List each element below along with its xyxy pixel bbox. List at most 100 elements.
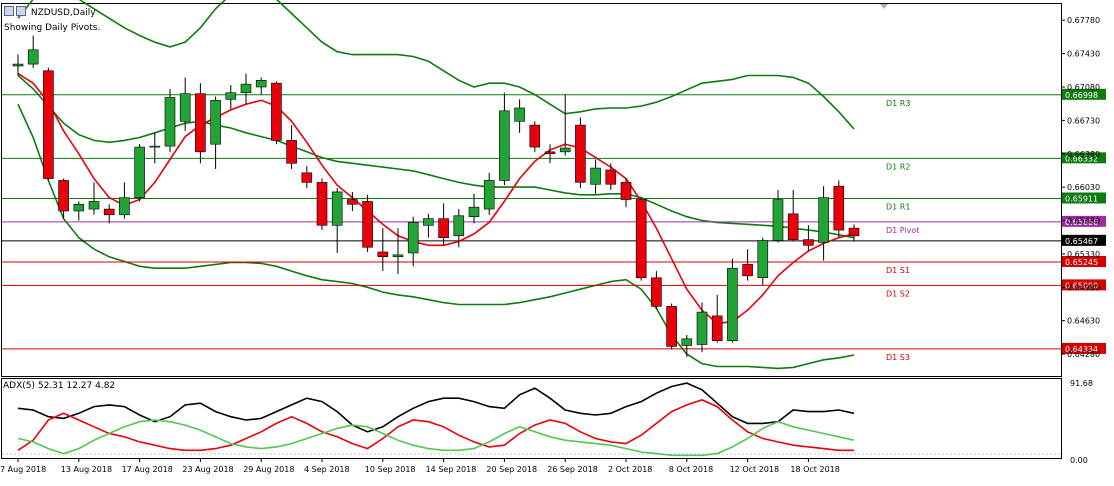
candle-body (514, 107, 525, 122)
price-tag-r2 (1062, 152, 1106, 164)
candle-body (681, 338, 693, 346)
candle-body (195, 93, 206, 153)
x-tick-label: 2 Oct 2018 (608, 465, 652, 474)
candle-body (88, 201, 100, 210)
candle-body (727, 267, 738, 342)
adx-series-plus-di (17, 399, 854, 452)
current-price-tag (1062, 234, 1106, 246)
price-tag-r3 (1062, 88, 1106, 100)
pivot-label-r2: D1 R2 (886, 162, 910, 171)
candle-body (605, 169, 617, 185)
adx-series-minus-di (17, 419, 855, 457)
y-tick-label: 0.67080 (1067, 83, 1100, 92)
candle-body (590, 167, 601, 185)
chart-title: NZDUSD,Daily (4, 6, 96, 18)
price-tag-text-r1: 0.65911 (1065, 194, 1098, 203)
candle-body (316, 182, 328, 226)
y-tick-label: 0.67430 (1067, 50, 1100, 59)
x-tick-label: 26 Sep 2018 (547, 465, 598, 474)
main-plot-frame (1, 3, 1062, 377)
y-tick-label: 0.64280 (1067, 350, 1100, 359)
x-tick-label: 12 Oct 2018 (730, 465, 779, 474)
candle-body (392, 254, 404, 258)
price-tag-text-s3: 0.64334 (1065, 345, 1098, 354)
candle-body (210, 100, 221, 145)
x-tick-label: 14 Sep 2018 (426, 465, 477, 474)
y-tick-label: 0.64980 (1067, 283, 1100, 292)
candle-body (787, 213, 799, 240)
candle-body (833, 185, 845, 231)
candle-body (453, 215, 465, 237)
x-tick-label: 7 Aug 2018 (0, 465, 46, 474)
candle-body (757, 240, 769, 279)
candle-body (559, 147, 571, 153)
y-tick-label: 0.65330 (1067, 250, 1100, 259)
x-tick-label: 20 Sep 2018 (486, 465, 537, 474)
price-tag-text-pivot: 0.65666 (1065, 218, 1098, 227)
candle-body (271, 82, 282, 141)
adx-y-tick-label: 91.68 (1070, 379, 1093, 388)
candle-body (179, 93, 191, 122)
y-tick-label: 0.67780 (1067, 16, 1100, 25)
y-tick-label: 0.64630 (1067, 317, 1100, 326)
candle-body (377, 251, 389, 258)
pivot-label-s2: D1 S2 (886, 289, 910, 298)
adx-indicator-label: ADX(5) 52.31 12.27 4.82 (3, 381, 116, 391)
chart-bars-icon (16, 6, 26, 16)
x-tick-label: 13 Aug 2018 (61, 465, 112, 474)
candle-body (331, 191, 343, 226)
candle-body (803, 239, 814, 246)
candle-body (575, 124, 586, 183)
price-tag-s3 (1062, 342, 1106, 354)
candle-body (620, 182, 632, 200)
candle-body (742, 264, 753, 277)
pivot-label-s1: D1 S1 (886, 266, 910, 275)
candle-body (407, 222, 419, 254)
candle-body (666, 306, 677, 347)
pivot-label-r1: D1 R1 (886, 202, 910, 211)
candle-body (255, 80, 267, 88)
candle-body (301, 172, 313, 183)
candle-body (12, 63, 24, 67)
adx-y-tick-label: 0.00 (1070, 456, 1088, 465)
candle-body (483, 180, 495, 210)
candle-body (286, 140, 297, 164)
candle-body (225, 92, 237, 100)
price-tag-text-r2: 0.66332 (1065, 154, 1098, 163)
x-tick-label: 23 Aug 2018 (182, 465, 233, 474)
candle-body (438, 218, 449, 238)
price-tag-text-r3: 0.66998 (1065, 91, 1098, 100)
adx-plot-frame (1, 378, 1062, 459)
candle-body (423, 218, 434, 226)
candle-body (848, 227, 860, 237)
candle-body (499, 110, 510, 181)
candle-body (711, 315, 723, 342)
candle-body (529, 124, 541, 148)
x-tick-label: 4 Sep 2018 (304, 465, 350, 474)
x-tick-label: 29 Aug 2018 (243, 465, 294, 474)
candle-body (544, 151, 556, 155)
pivot-label-pivot: D1 Pivot (886, 226, 919, 235)
candle-body (119, 197, 130, 216)
candle-body (651, 277, 662, 307)
band-upper-line (17, 0, 855, 130)
y-tick-label: 0.66030 (1067, 183, 1100, 192)
x-tick-label: 18 Oct 2018 (790, 465, 839, 474)
candle-body (103, 208, 115, 216)
candle-body (635, 199, 647, 279)
pivots-subtitle: Showing Daily Pivots. (4, 23, 101, 33)
candle-body (73, 204, 85, 212)
candle-body (134, 146, 145, 198)
pivot-label-s3: D1 S3 (886, 353, 910, 362)
candle-body (58, 180, 69, 212)
x-tick-label: 17 Aug 2018 (122, 465, 173, 474)
x-tick-label: 8 Oct 2018 (669, 465, 713, 474)
price-tag-pivot (1062, 215, 1106, 227)
scroll-shift-icon[interactable] (880, 4, 888, 9)
candle-body (27, 49, 39, 65)
price-tag-text-s2: 0.65000 (1065, 281, 1098, 290)
band-lower-line (17, 103, 855, 370)
candle-body (772, 199, 784, 241)
